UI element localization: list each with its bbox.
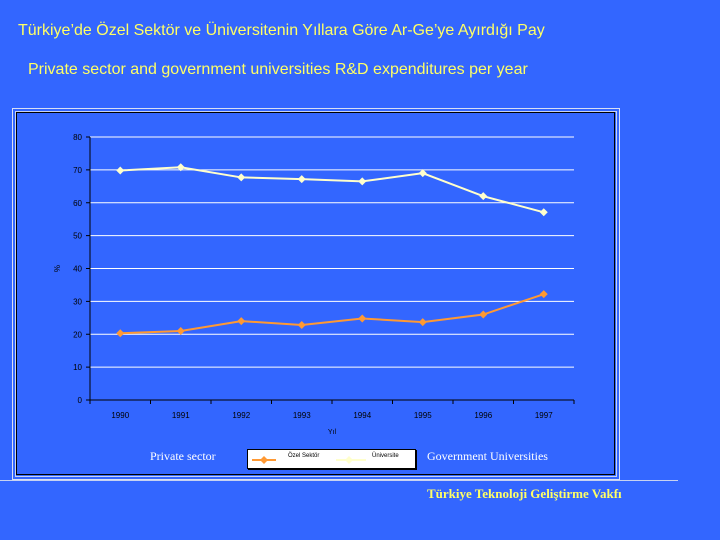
y-tick-label: 80: [73, 133, 82, 142]
data-point-ozel-sektor: [116, 329, 125, 338]
data-point-universite: [116, 166, 125, 175]
data-point-universite: [297, 175, 306, 184]
x-tick-label: 1991: [172, 411, 190, 420]
x-tick-label: 1997: [535, 411, 553, 420]
data-point-ozel-sektor: [297, 321, 306, 330]
data-point-universite: [479, 192, 488, 201]
x-axis-title: Yıl: [328, 429, 337, 436]
title-turkish: Türkiye’de Özel Sektör ve Üniversitenin …: [18, 22, 545, 39]
y-tick-label: 40: [73, 265, 82, 274]
x-tick-label: 1993: [293, 411, 311, 420]
y-tick-label: 0: [78, 396, 83, 405]
y-tick-label: 50: [73, 232, 82, 241]
data-point-ozel-sektor: [479, 310, 488, 319]
legend-marker-ozel-sektor: [260, 456, 268, 464]
legend: Özel Sektör Üniversite: [247, 449, 416, 469]
legend-marker-universite: [345, 456, 353, 464]
data-point-ozel-sektor: [358, 314, 367, 323]
footer-organization: Türkiye Teknoloji Geliştirme Vakfı: [427, 486, 622, 501]
data-point-ozel-sektor: [176, 326, 185, 335]
series-line-ozel-sektor: [120, 293, 545, 335]
y-tick-label: 70: [73, 166, 82, 175]
legend-label-universite: Üniversite: [372, 453, 399, 459]
chart-frame: [12, 108, 620, 480]
x-tick-label: 1996: [474, 411, 492, 420]
data-point-universite: [358, 177, 367, 186]
government-universities-label: Government Universities: [427, 449, 548, 463]
private-sector-label: Private sector: [150, 449, 216, 463]
y-axis-title: %: [53, 265, 62, 272]
series-line-universite: [120, 166, 545, 214]
data-point-ozel-sektor: [237, 317, 246, 326]
divider-line: [0, 480, 678, 481]
x-tick-label: 1992: [232, 411, 250, 420]
data-point-ozel-sektor: [539, 290, 548, 299]
data-point-universite: [237, 173, 246, 182]
legend-label-ozel-sektor: Özel Sektör: [288, 453, 320, 459]
x-tick-label: 1994: [353, 411, 371, 420]
data-point-universite: [418, 169, 427, 178]
y-tick-label: 10: [73, 363, 82, 372]
x-tick-label: 1995: [414, 411, 432, 420]
y-tick-label: 60: [73, 199, 82, 208]
chart-panel: [16, 112, 615, 475]
y-tick-label: 30: [73, 297, 82, 306]
title-english: Private sector and government universiti…: [28, 61, 528, 78]
data-point-ozel-sektor: [418, 318, 427, 327]
y-tick-label: 20: [73, 330, 82, 339]
data-point-universite: [539, 208, 548, 217]
x-tick-label: 1990: [111, 411, 129, 420]
data-point-universite: [176, 163, 185, 172]
